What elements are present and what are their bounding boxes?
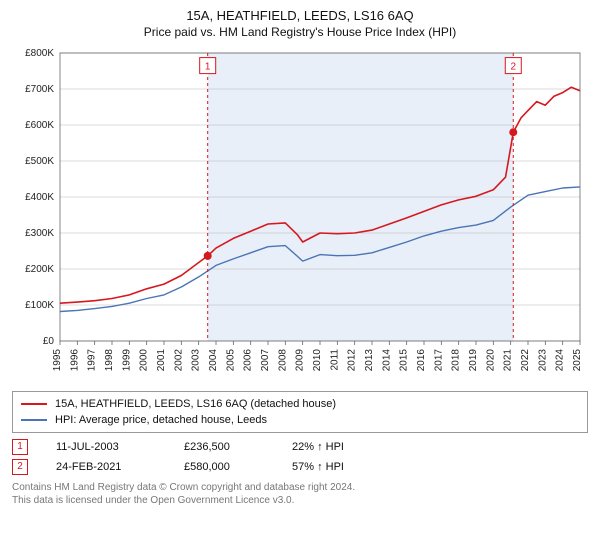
svg-text:2016: 2016 — [416, 349, 427, 372]
svg-text:2018: 2018 — [451, 349, 462, 372]
svg-text:1998: 1998 — [104, 349, 115, 372]
svg-text:2019: 2019 — [468, 349, 479, 372]
svg-text:£800K: £800K — [25, 48, 54, 59]
svg-text:2008: 2008 — [277, 349, 288, 372]
svg-text:£500K: £500K — [25, 156, 54, 167]
sale-diff: 22% ↑ HPI — [292, 437, 344, 457]
svg-text:2015: 2015 — [399, 349, 410, 372]
sale-marker-icon: 2 — [12, 459, 28, 475]
page-subtitle: Price paid vs. HM Land Registry's House … — [12, 25, 588, 39]
legend-swatch — [21, 403, 47, 405]
svg-text:2022: 2022 — [520, 349, 531, 372]
svg-text:2006: 2006 — [243, 349, 254, 372]
footnote-line: Contains HM Land Registry data © Crown c… — [12, 481, 588, 494]
footnote: Contains HM Land Registry data © Crown c… — [12, 481, 588, 507]
sale-diff: 57% ↑ HPI — [292, 457, 344, 477]
svg-text:1996: 1996 — [69, 349, 80, 372]
legend-label: 15A, HEATHFIELD, LEEDS, LS16 6AQ (detach… — [55, 396, 336, 412]
sale-price: £580,000 — [184, 457, 264, 477]
legend-label: HPI: Average price, detached house, Leed… — [55, 412, 267, 428]
svg-text:2024: 2024 — [555, 349, 566, 372]
svg-text:£0: £0 — [43, 336, 55, 347]
svg-text:2013: 2013 — [364, 349, 375, 372]
svg-text:£100K: £100K — [25, 300, 54, 311]
svg-text:2012: 2012 — [347, 349, 358, 372]
svg-text:2003: 2003 — [191, 349, 202, 372]
sale-row: 2 24-FEB-2021 £580,000 57% ↑ HPI — [12, 457, 588, 477]
svg-text:2: 2 — [510, 62, 516, 73]
legend-item: HPI: Average price, detached house, Leed… — [21, 412, 579, 428]
svg-text:2007: 2007 — [260, 349, 271, 372]
svg-text:2002: 2002 — [173, 349, 184, 372]
svg-text:1: 1 — [205, 62, 211, 73]
legend-item: 15A, HEATHFIELD, LEEDS, LS16 6AQ (detach… — [21, 396, 579, 412]
svg-text:£600K: £600K — [25, 120, 54, 131]
svg-text:2014: 2014 — [381, 349, 392, 372]
sale-marker-icon: 1 — [12, 439, 28, 455]
svg-text:1999: 1999 — [121, 349, 132, 372]
sale-row: 1 11-JUL-2003 £236,500 22% ↑ HPI — [12, 437, 588, 457]
svg-text:2017: 2017 — [433, 349, 444, 372]
footnote-line: This data is licensed under the Open Gov… — [12, 494, 588, 507]
sale-date: 11-JUL-2003 — [56, 437, 156, 457]
legend: 15A, HEATHFIELD, LEEDS, LS16 6AQ (detach… — [12, 391, 588, 433]
sale-date: 24-FEB-2021 — [56, 457, 156, 477]
svg-text:1997: 1997 — [87, 349, 98, 372]
svg-text:£200K: £200K — [25, 264, 54, 275]
sales-table: 1 11-JUL-2003 £236,500 22% ↑ HPI 2 24-FE… — [12, 437, 588, 477]
sale-price: £236,500 — [184, 437, 264, 457]
svg-text:1995: 1995 — [52, 349, 63, 372]
svg-text:2011: 2011 — [329, 349, 340, 371]
svg-text:2023: 2023 — [537, 349, 548, 372]
svg-text:2010: 2010 — [312, 349, 323, 372]
svg-text:£700K: £700K — [25, 84, 54, 95]
price-chart: £0 £100K £200K £300K £400K £500K £600K £700K £80… — [12, 45, 588, 385]
svg-text:£300K: £300K — [25, 228, 54, 239]
page-title: 15A, HEATHFIELD, LEEDS, LS16 6AQ — [12, 8, 588, 23]
svg-text:£400K: £400K — [25, 192, 54, 203]
svg-text:2004: 2004 — [208, 349, 219, 372]
svg-text:2009: 2009 — [295, 349, 306, 372]
svg-text:2021: 2021 — [503, 349, 514, 372]
svg-text:2025: 2025 — [572, 349, 583, 372]
svg-text:2005: 2005 — [225, 349, 236, 372]
svg-text:2020: 2020 — [485, 349, 496, 372]
chart-svg: £0 £100K £200K £300K £400K £500K £600K £700K £80… — [12, 45, 588, 385]
svg-text:2001: 2001 — [156, 349, 167, 372]
svg-text:2000: 2000 — [139, 349, 150, 372]
legend-swatch — [21, 419, 47, 421]
